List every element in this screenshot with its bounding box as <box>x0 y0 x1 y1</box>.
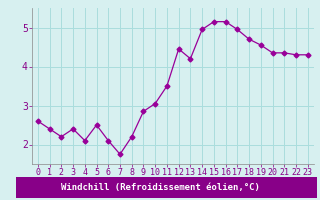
FancyBboxPatch shape <box>16 177 317 198</box>
Text: Windchill (Refroidissement éolien,°C): Windchill (Refroidissement éolien,°C) <box>60 183 260 192</box>
